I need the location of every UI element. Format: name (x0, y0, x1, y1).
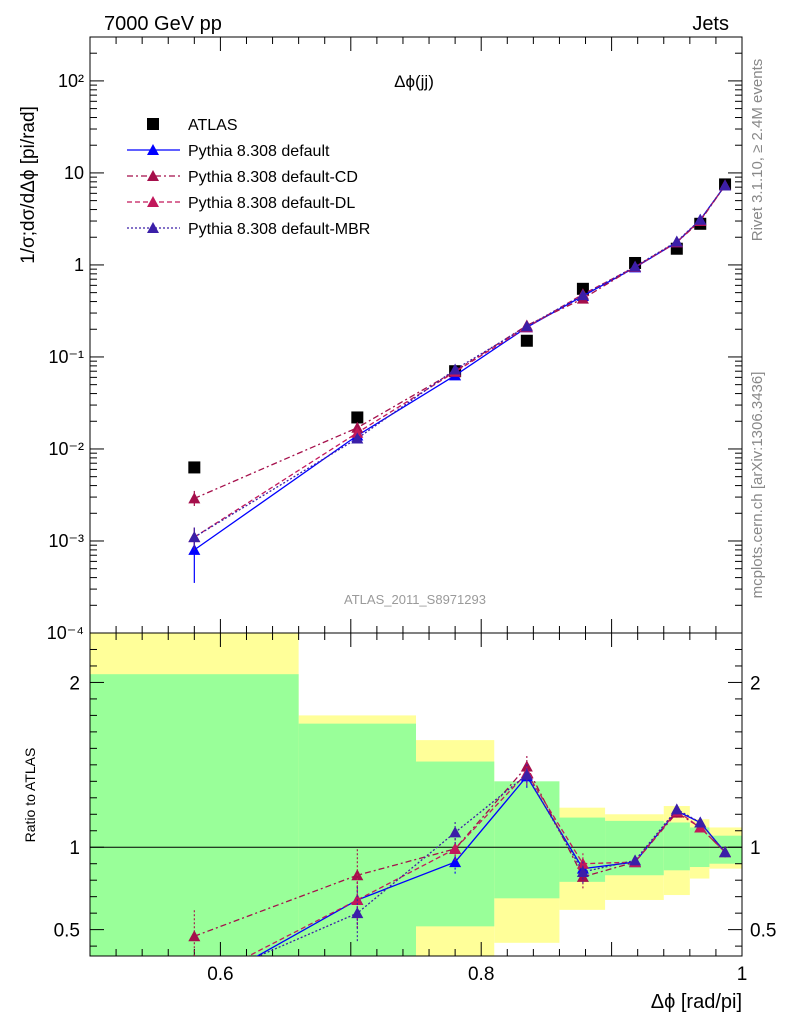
ratio-point (670, 803, 683, 815)
category-label: Jets (692, 13, 729, 35)
y-tick-label: 10⁻⁴ (47, 623, 84, 643)
legend-label: Pythia 8.308 default-CD (188, 169, 358, 186)
main-frame (89, 36, 743, 634)
data-point (188, 461, 201, 474)
uncertainty-band-inner (663, 822, 690, 871)
ratio-y-tick-label: 0.5 (750, 921, 776, 942)
ratio-point (188, 930, 201, 942)
series-pythia-8-308-default-mbr (188, 179, 732, 550)
data-point (576, 289, 589, 301)
data-point (351, 411, 364, 424)
data-point (719, 179, 732, 191)
ratio-point (351, 907, 364, 919)
ratio-y-tick-label: 1 (750, 838, 761, 859)
ratio-y-tick-label: 2 (69, 673, 80, 694)
ratio-point (449, 826, 462, 838)
uncertainty-band-inner (605, 820, 664, 876)
source-reference-label: mcplots.cern.ch [arXiv:1306.3436] (749, 372, 766, 599)
ratio-point (188, 985, 200, 996)
ratio-point (629, 854, 642, 866)
y-tick-label: 10 (64, 163, 84, 183)
legend: ATLAS Pythia 8.308 default Pythia 8.308 de… (127, 117, 370, 238)
analysis-watermark: ATLAS_2011_S8971293 (344, 592, 486, 607)
ratio-point (694, 816, 707, 828)
ratio-y-tick-label: 0.5 (54, 921, 80, 942)
ratio-point (520, 768, 533, 780)
legend-label: Pythia 8.308 default (188, 143, 330, 160)
data-point (629, 260, 642, 272)
legend-label: Pythia 8.308 default-MBR (188, 221, 370, 238)
ratio-point (188, 978, 200, 989)
y-axis-label: 1/σ;dσ/dΔϕ [pi/rad] (18, 106, 39, 264)
y-tick-label: 1 (74, 255, 84, 275)
y-tick-label: 10² (58, 71, 84, 91)
y-tick-label: 10⁻³ (48, 531, 84, 551)
data-point (520, 320, 533, 332)
data-point (694, 213, 707, 225)
ratio-plot: 0.5 0.5 1 1 2 2 0.6 0.8 1 Ratio to ATLAS Δϕ [rad… (22, 632, 776, 1013)
data-point (188, 531, 201, 543)
main-plot: 10⁻⁴ 10⁻³ 10⁻² 10⁻¹ 1 10 10² Δϕ(jj) ATLAS_2011… (18, 36, 743, 643)
ratio-y-axis-label: Ratio to ATLAS (22, 748, 38, 843)
legend-marker (147, 222, 159, 233)
y-tick-label: 10⁻¹ (48, 347, 84, 367)
x-tick-label: 0.8 (468, 964, 494, 985)
y-tick-label: 10⁻² (48, 439, 84, 459)
ratio-point (188, 978, 200, 989)
legend-marker (147, 118, 159, 130)
plot-title: Δϕ(jj) (394, 72, 434, 91)
ratio-point (449, 856, 462, 868)
data-point (520, 334, 533, 347)
ratio-frame (89, 632, 743, 957)
ratio-point (449, 842, 462, 854)
ratio-series-pythia-8-308-default-mbr (188, 763, 732, 989)
uncertainty-band-inner (494, 781, 560, 899)
data-point (670, 235, 683, 247)
data-point (449, 363, 462, 375)
ratio-point (576, 865, 589, 877)
x-tick-label: 0.6 (207, 964, 233, 985)
uncertainty-band-inner (90, 674, 299, 956)
ratio-series-group (188, 754, 732, 996)
data-point (351, 426, 364, 438)
process-label: 7000 GeV pp (104, 13, 222, 35)
legend-label: Pythia 8.308 default-DL (188, 195, 355, 212)
x-axis-label: Δϕ [rad/pi] (651, 991, 742, 1013)
ratio-point (719, 846, 732, 858)
ratio-y-tick-label: 1 (69, 838, 80, 859)
x-tick-label: 1 (737, 964, 748, 985)
ratio-y-tick-label: 2 (750, 673, 761, 694)
rivet-version-label: Rivet 3.1.10, ≥ 2.4M events (749, 59, 766, 242)
legend-marker (147, 196, 159, 207)
data-point (351, 432, 364, 444)
legend-label: ATLAS (188, 117, 238, 134)
data-point (188, 492, 201, 504)
legend-marker (147, 144, 159, 155)
legend-marker (147, 170, 159, 181)
